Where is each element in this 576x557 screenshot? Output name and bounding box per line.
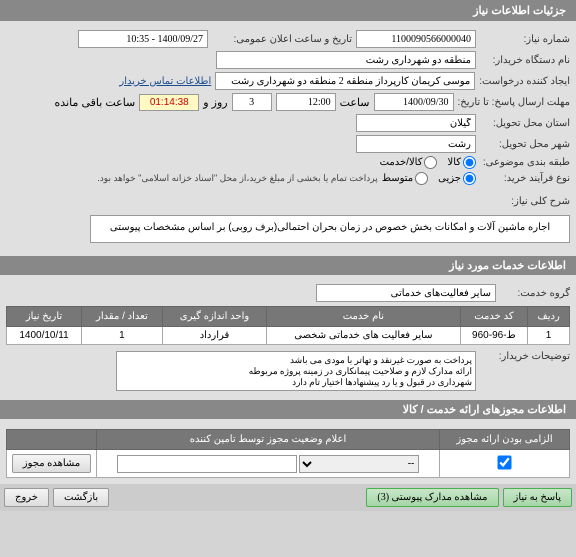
- contact-link[interactable]: اطلاعات تماس خریدار: [119, 76, 211, 87]
- view-permit-button[interactable]: مشاهده مجوز: [12, 454, 91, 473]
- city-input[interactable]: [356, 135, 476, 153]
- group-input[interactable]: [316, 284, 496, 302]
- process-label: نوع فرآیند خرید:: [480, 173, 570, 184]
- permit-col-2: اعلام وضعیت مجوز توسط تامین کننده: [97, 430, 440, 450]
- deadline-label: مهلت ارسال پاسخ: تا تاریخ:: [458, 97, 570, 108]
- service-col-header: کد خدمت: [460, 307, 528, 327]
- subject-box: اجاره ماشین آلات و امکانات بخش خصوص در ز…: [90, 215, 570, 243]
- category-label: طبقه بندی موضوعی:: [480, 157, 570, 168]
- permits-table: الزامی بودن ارائه مجوز اعلام وضعیت مجوز …: [6, 429, 570, 478]
- hour-label: ساعت: [340, 96, 370, 109]
- deadline-date-input[interactable]: [374, 93, 454, 111]
- days-input[interactable]: [232, 93, 272, 111]
- exit-button[interactable]: خروج: [4, 488, 49, 507]
- permits-header: اطلاعات مجوزهای ارائه خدمت / کالا: [0, 400, 576, 419]
- creator-input[interactable]: [215, 72, 475, 90]
- proc-note: پرداخت تمام یا بخشی از مبلغ خرید،از محل …: [97, 173, 377, 184]
- header-title: جزئیات اطلاعات نیاز: [473, 5, 566, 17]
- permit-text-input[interactable]: [117, 455, 297, 473]
- day-label: روز و: [203, 96, 227, 109]
- tab-respond[interactable]: پاسخ به نیاز: [503, 488, 573, 507]
- proc-medium-radio[interactable]: متوسط: [382, 172, 428, 185]
- city-label: شهر محل تحویل:: [480, 139, 570, 150]
- service-col-header: واحد اندازه گیری: [162, 307, 266, 327]
- table-row: 1ط-96-960سایر فعالیت های خدماتی شخصیقرار…: [7, 327, 570, 345]
- cat-service-radio[interactable]: کالا/خدمت: [380, 156, 438, 169]
- buyer-notes[interactable]: [116, 351, 476, 391]
- permit-row: -- مشاهده مجوز: [7, 450, 570, 478]
- cat-goods-radio[interactable]: کالا: [447, 156, 476, 169]
- need-number-input[interactable]: [356, 30, 476, 48]
- service-col-header: ردیف: [528, 307, 570, 327]
- buyer-input[interactable]: [216, 51, 476, 69]
- buyer-notes-label: توضیحات خریدار:: [480, 351, 570, 362]
- announce-label: تاریخ و ساعت اعلان عمومی:: [212, 34, 352, 45]
- services-header: اطلاعات خدمات مورد نیاز: [0, 256, 576, 275]
- back-button[interactable]: بازگشت: [53, 488, 109, 507]
- province-input[interactable]: [356, 114, 476, 132]
- province-label: استان محل تحویل:: [480, 118, 570, 129]
- permit-status-select[interactable]: --: [299, 455, 419, 473]
- service-col-header: تعداد / مقدار: [82, 307, 163, 327]
- service-col-header: تاریخ نیاز: [7, 307, 82, 327]
- tab-attachments[interactable]: مشاهده مدارک پیوستی (3): [366, 488, 498, 507]
- buyer-label: نام دستگاه خریدار:: [480, 55, 570, 66]
- remaining-time: 01:14:38: [139, 94, 199, 111]
- service-col-header: نام خدمت: [267, 307, 460, 327]
- proc-partial-radio[interactable]: جزیی: [438, 172, 476, 185]
- subject-label: شرح کلی نیاز:: [480, 196, 570, 207]
- permit-col-1: الزامی بودن ارائه مجوز: [440, 430, 570, 450]
- need-number-label: شماره نیاز:: [480, 34, 570, 45]
- remaining-label: ساعت باقی مانده: [55, 96, 136, 109]
- creator-label: ایجاد کننده درخواست:: [479, 76, 570, 87]
- permit-required-checkbox[interactable]: [497, 455, 511, 469]
- permit-col-3: [7, 430, 97, 450]
- group-label: گروه خدمت:: [500, 288, 570, 299]
- deadline-hour-input[interactable]: [276, 93, 336, 111]
- service-table: ردیفکد خدمتنام خدمتواحد اندازه گیریتعداد…: [6, 306, 570, 345]
- announce-input[interactable]: [78, 30, 208, 48]
- main-header: جزئیات اطلاعات نیاز: [0, 0, 576, 21]
